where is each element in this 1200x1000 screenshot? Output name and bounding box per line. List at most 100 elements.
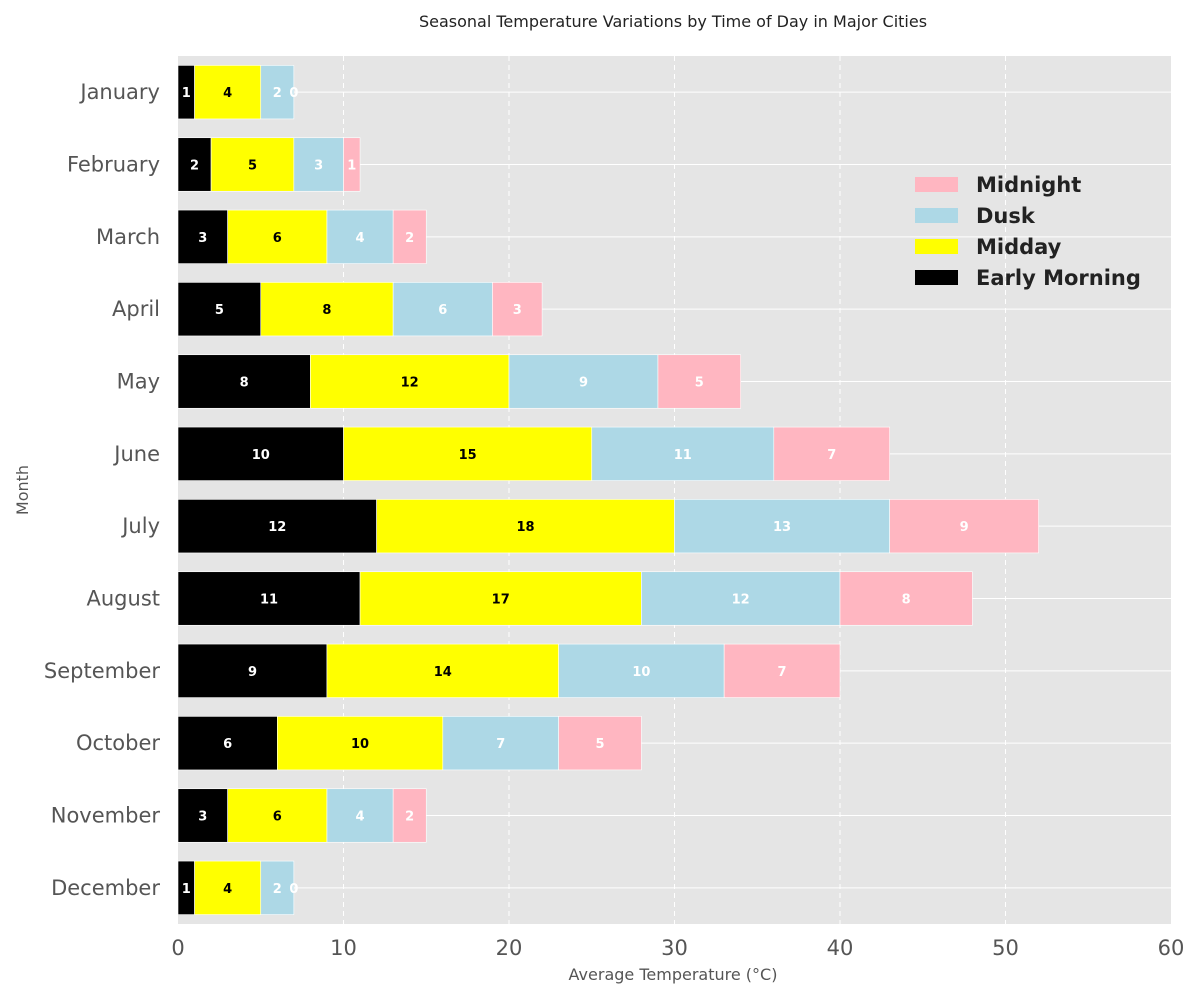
x-tick-0: 0 — [171, 936, 184, 960]
bar-label-may-early-morning: 8 — [240, 376, 249, 391]
bar-label-july-dusk: 13 — [773, 520, 791, 535]
bar-label-october-midnight: 5 — [596, 737, 605, 752]
y-tick-january: January — [78, 80, 160, 104]
bar-march-midnight — [392, 209, 427, 264]
bar-october-dusk — [442, 716, 559, 771]
legend-label-dusk: Dusk — [976, 204, 1036, 228]
bar-label-november-early-morning: 3 — [198, 810, 207, 825]
bar-label-january-midnight: 0 — [289, 86, 298, 101]
bar-april-early-morning — [177, 282, 262, 337]
bar-label-june-midnight: 7 — [827, 448, 836, 463]
bar-label-march-midday: 6 — [273, 231, 282, 246]
bar-june-midnight — [773, 426, 890, 481]
bar-label-september-early-morning: 9 — [248, 665, 257, 680]
bar-label-june-midday: 15 — [459, 448, 477, 463]
bar-label-may-dusk: 9 — [579, 376, 588, 391]
bar-january-midday — [194, 65, 262, 120]
bar-november-dusk — [326, 788, 394, 843]
bar-august-midnight — [839, 571, 973, 626]
legend-label-midday: Midday — [976, 235, 1062, 259]
bar-december-midday — [194, 860, 262, 915]
bar-september-midnight — [723, 643, 841, 698]
bar-november-midday — [227, 788, 328, 843]
bar-label-december-dusk: 2 — [273, 882, 282, 897]
bar-label-january-dusk: 2 — [273, 86, 282, 101]
bar-march-early-morning — [177, 209, 228, 264]
bar-may-midnight — [657, 354, 742, 409]
bar-may-midday — [310, 354, 510, 409]
bar-label-december-midnight: 0 — [289, 882, 298, 897]
x-tick-4: 40 — [827, 936, 854, 960]
bar-label-february-midnight: 1 — [347, 159, 356, 174]
bar-label-august-early-morning: 11 — [260, 593, 278, 608]
bar-april-dusk — [392, 282, 493, 337]
bar-label-november-dusk: 4 — [356, 810, 365, 825]
legend-swatch-early-morning — [915, 270, 958, 285]
bar-april-midday — [260, 282, 394, 337]
bar-label-may-midday: 12 — [401, 376, 419, 391]
bar-july-midnight — [889, 499, 1039, 554]
bar-label-september-dusk: 10 — [632, 665, 650, 680]
y-tick-november: November — [51, 804, 161, 828]
bar-december-dusk — [260, 860, 295, 915]
bar-september-early-morning — [177, 643, 328, 698]
y-tick-labels: January February March April May June July Augu… — [44, 80, 160, 900]
y-tick-june: June — [112, 442, 160, 466]
x-tick-2: 20 — [496, 936, 523, 960]
bar-label-october-midday: 10 — [351, 737, 369, 752]
bar-july-midday — [376, 499, 675, 554]
bar-september-midday — [326, 643, 559, 698]
bar-september-dusk — [558, 643, 725, 698]
bar-label-september-midday: 14 — [434, 665, 452, 680]
bar-february-midday — [210, 137, 295, 192]
bar-july-early-morning — [177, 499, 377, 554]
bar-february-dusk — [293, 137, 344, 192]
bar-may-early-morning — [177, 354, 311, 409]
y-axis-label: Month — [13, 465, 32, 515]
chart-title: Seasonal Temperature Variations by Time … — [419, 12, 927, 31]
x-axis-label: Average Temperature (°C) — [569, 965, 778, 984]
bar-label-august-midnight: 8 — [902, 593, 911, 608]
x-tick-labels: 0 10 20 30 40 50 60 — [171, 936, 1184, 960]
x-tick-6: 60 — [1158, 936, 1185, 960]
bar-label-april-dusk: 6 — [438, 303, 447, 318]
bar-june-midday — [343, 426, 593, 481]
bar-november-midnight — [392, 788, 427, 843]
bar-october-early-morning — [177, 716, 278, 771]
bar-label-march-dusk: 4 — [356, 231, 365, 246]
y-tick-august: August — [87, 587, 161, 611]
bar-label-april-early-morning: 5 — [215, 303, 224, 318]
y-tick-april: April — [112, 297, 160, 321]
x-tick-5: 50 — [992, 936, 1019, 960]
bars-layer — [177, 65, 1039, 915]
legend-label-early-morning: Early Morning — [976, 266, 1141, 290]
legend-swatch-midday — [915, 239, 958, 254]
y-tick-september: September — [44, 659, 160, 683]
y-tick-july: July — [120, 514, 160, 538]
bar-february-midnight — [343, 137, 361, 192]
bar-label-june-early-morning: 10 — [252, 448, 270, 463]
bar-label-november-midnight: 2 — [405, 810, 414, 825]
bar-label-may-midnight: 5 — [695, 376, 704, 391]
legend: Midnight Dusk Midday Early Morning — [915, 173, 1141, 290]
y-tick-march: March — [96, 225, 160, 249]
bar-label-july-midnight: 9 — [960, 520, 969, 535]
bar-label-december-early-morning: 1 — [182, 882, 191, 897]
bar-label-march-midnight: 2 — [405, 231, 414, 246]
bar-label-december-midday: 4 — [223, 882, 232, 897]
y-tick-december: December — [51, 876, 160, 900]
y-tick-february: February — [67, 153, 160, 177]
bar-label-march-early-morning: 3 — [198, 231, 207, 246]
bar-label-september-midnight: 7 — [778, 665, 787, 680]
bar-august-dusk — [641, 571, 841, 626]
y-tick-october: October — [76, 731, 160, 755]
bar-label-november-midday: 6 — [273, 810, 282, 825]
x-tick-3: 30 — [661, 936, 688, 960]
bar-february-early-morning — [177, 137, 212, 192]
bar-label-february-midday: 5 — [248, 159, 257, 174]
bar-label-july-midday: 18 — [517, 520, 535, 535]
bar-april-midnight — [492, 282, 543, 337]
bar-label-february-dusk: 3 — [314, 159, 323, 174]
